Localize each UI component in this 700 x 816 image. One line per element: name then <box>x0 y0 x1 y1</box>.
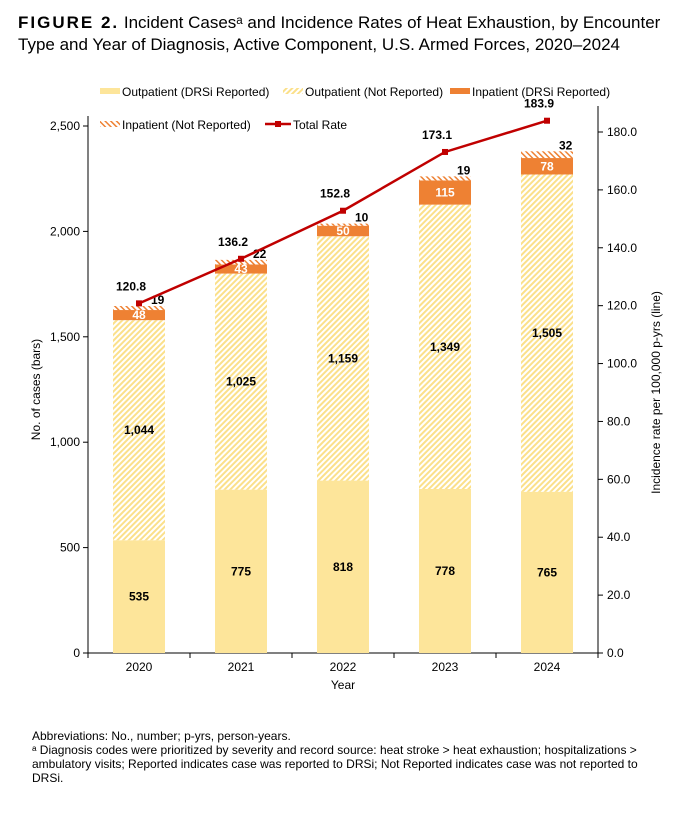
y-tick-label: 1,500 <box>50 330 80 344</box>
bar-data-label: 115 <box>435 186 455 200</box>
legend-swatch <box>450 88 470 94</box>
legend-label: Inpatient (DRSi Reported) <box>472 85 610 99</box>
bar-outpatient-not-reported- <box>521 174 573 492</box>
bar-outpatient-not-reported- <box>113 320 165 541</box>
rate-data-label: 183.9 <box>524 97 554 111</box>
bar-outpatient-drsi-reported- <box>317 480 369 653</box>
bar-data-label: 78 <box>540 159 554 173</box>
total-rate-marker <box>136 300 142 307</box>
bar-data-label: 1,044 <box>124 423 154 437</box>
bar-data-label: 10 <box>355 211 369 225</box>
y2-tick-label: 80.0 <box>607 414 631 428</box>
footnote-a: ᵃ Diagnosis codes were prioritized by se… <box>32 743 638 785</box>
legend-swatch <box>283 88 303 94</box>
legend-label: Inpatient (Not Reported) <box>122 118 251 132</box>
y-tick-label: 500 <box>60 541 80 555</box>
total-rate-marker <box>442 148 448 155</box>
bar-data-label: 1,159 <box>328 351 358 365</box>
bar-inpatient-drsi-reported- <box>113 310 165 321</box>
bar-inpatient-drsi-reported- <box>317 225 369 237</box>
x-tick-label: 2023 <box>432 660 459 674</box>
bar-inpatient-drsi-reported- <box>215 264 267 274</box>
y2-tick-label: 140.0 <box>607 241 637 255</box>
bar-data-label: 32 <box>559 138 573 152</box>
y2-tick-label: 20.0 <box>607 588 631 602</box>
bar-outpatient-drsi-reported- <box>521 491 573 653</box>
legend-label: Outpatient (DRSi Reported) <box>122 85 269 99</box>
rate-data-label: 173.1 <box>422 128 452 142</box>
rate-data-label: 120.8 <box>116 279 146 293</box>
figure-title: FIGURE 2. Incident Casesᵃ and Incidence … <box>18 12 688 56</box>
bar-outpatient-drsi-reported- <box>113 540 165 653</box>
bar-data-label: 19 <box>457 163 471 177</box>
x-tick-label: 2020 <box>126 660 153 674</box>
y-tick-label: 0 <box>73 646 80 660</box>
bar-data-label: 778 <box>435 564 455 578</box>
bar-outpatient-drsi-reported- <box>215 489 267 653</box>
total-rate-marker <box>544 117 550 124</box>
bar-inpatient-not-reported- <box>215 259 267 265</box>
abbreviations-note: Abbreviations: No., number; p-yrs, perso… <box>32 729 291 743</box>
legend-label: Outpatient (Not Reported) <box>305 85 443 99</box>
bar-data-label: 1,349 <box>430 340 460 354</box>
bar-inpatient-not-reported- <box>317 223 369 226</box>
bar-data-label: 765 <box>537 565 557 579</box>
y2-tick-label: 120.0 <box>607 299 637 313</box>
y-tick-label: 2,000 <box>50 224 80 238</box>
legend-label: Total Rate <box>293 118 347 132</box>
bar-data-label: 535 <box>129 590 149 604</box>
bar-data-label: 775 <box>231 564 251 578</box>
legend-swatch <box>100 121 120 127</box>
total-rate-marker <box>238 255 244 262</box>
bar-outpatient-not-reported- <box>317 236 369 481</box>
bar-outpatient-drsi-reported- <box>419 488 471 653</box>
bar-data-label: 1,025 <box>226 375 256 389</box>
y2-tick-label: 0.0 <box>607 646 624 660</box>
figure-title-text: Incident Casesᵃ and Incidence Rates of H… <box>18 13 661 54</box>
rate-data-label: 152.8 <box>320 187 350 201</box>
bar-inpatient-not-reported- <box>521 151 573 159</box>
legend-swatch <box>100 88 120 94</box>
bar-outpatient-not-reported- <box>419 204 471 489</box>
rate-data-label: 136.2 <box>218 235 248 249</box>
footnotes: Abbreviations: No., number; p-yrs, perso… <box>32 729 672 785</box>
bar-data-label: 48 <box>132 308 146 322</box>
y-tick-label: 2,500 <box>50 119 80 133</box>
bar-data-label: 1,505 <box>532 326 562 340</box>
y2-tick-label: 100.0 <box>607 357 637 371</box>
chart: 0 500 1,000 1,500 2,000 2,500 0.0 20.0 40.0 60.0 8… <box>29 85 663 692</box>
bar-inpatient-drsi-reported- <box>521 158 573 175</box>
x-tick-label: 2024 <box>534 660 561 674</box>
bar-data-label: 43 <box>234 262 248 276</box>
bar-inpatient-not-reported- <box>113 306 165 311</box>
x-tick-label: 2022 <box>330 660 357 674</box>
bar-inpatient-drsi-reported- <box>419 180 471 205</box>
y2-tick-label: 180.0 <box>607 125 637 139</box>
x-axis-title: Year <box>331 678 355 692</box>
bar-outpatient-not-reported- <box>215 273 267 490</box>
figure-label: FIGURE 2. <box>18 13 120 32</box>
y-axis-title: No. of cases (bars) <box>29 339 43 440</box>
legend-marker <box>275 121 281 127</box>
y2-tick-label: 160.0 <box>607 183 637 197</box>
x-tick-label: 2021 <box>228 660 255 674</box>
y-tick-label: 1,000 <box>50 435 80 449</box>
bar-data-label: 50 <box>336 224 350 238</box>
bar-inpatient-not-reported- <box>419 176 471 181</box>
bar-data-label: 818 <box>333 560 353 574</box>
total-rate-marker <box>340 207 346 214</box>
y2-tick-label: 60.0 <box>607 472 631 486</box>
y2-tick-label: 40.0 <box>607 530 631 544</box>
y2-axis-title: Incidence rate per 100,000 p-yrs (line) <box>649 291 663 494</box>
